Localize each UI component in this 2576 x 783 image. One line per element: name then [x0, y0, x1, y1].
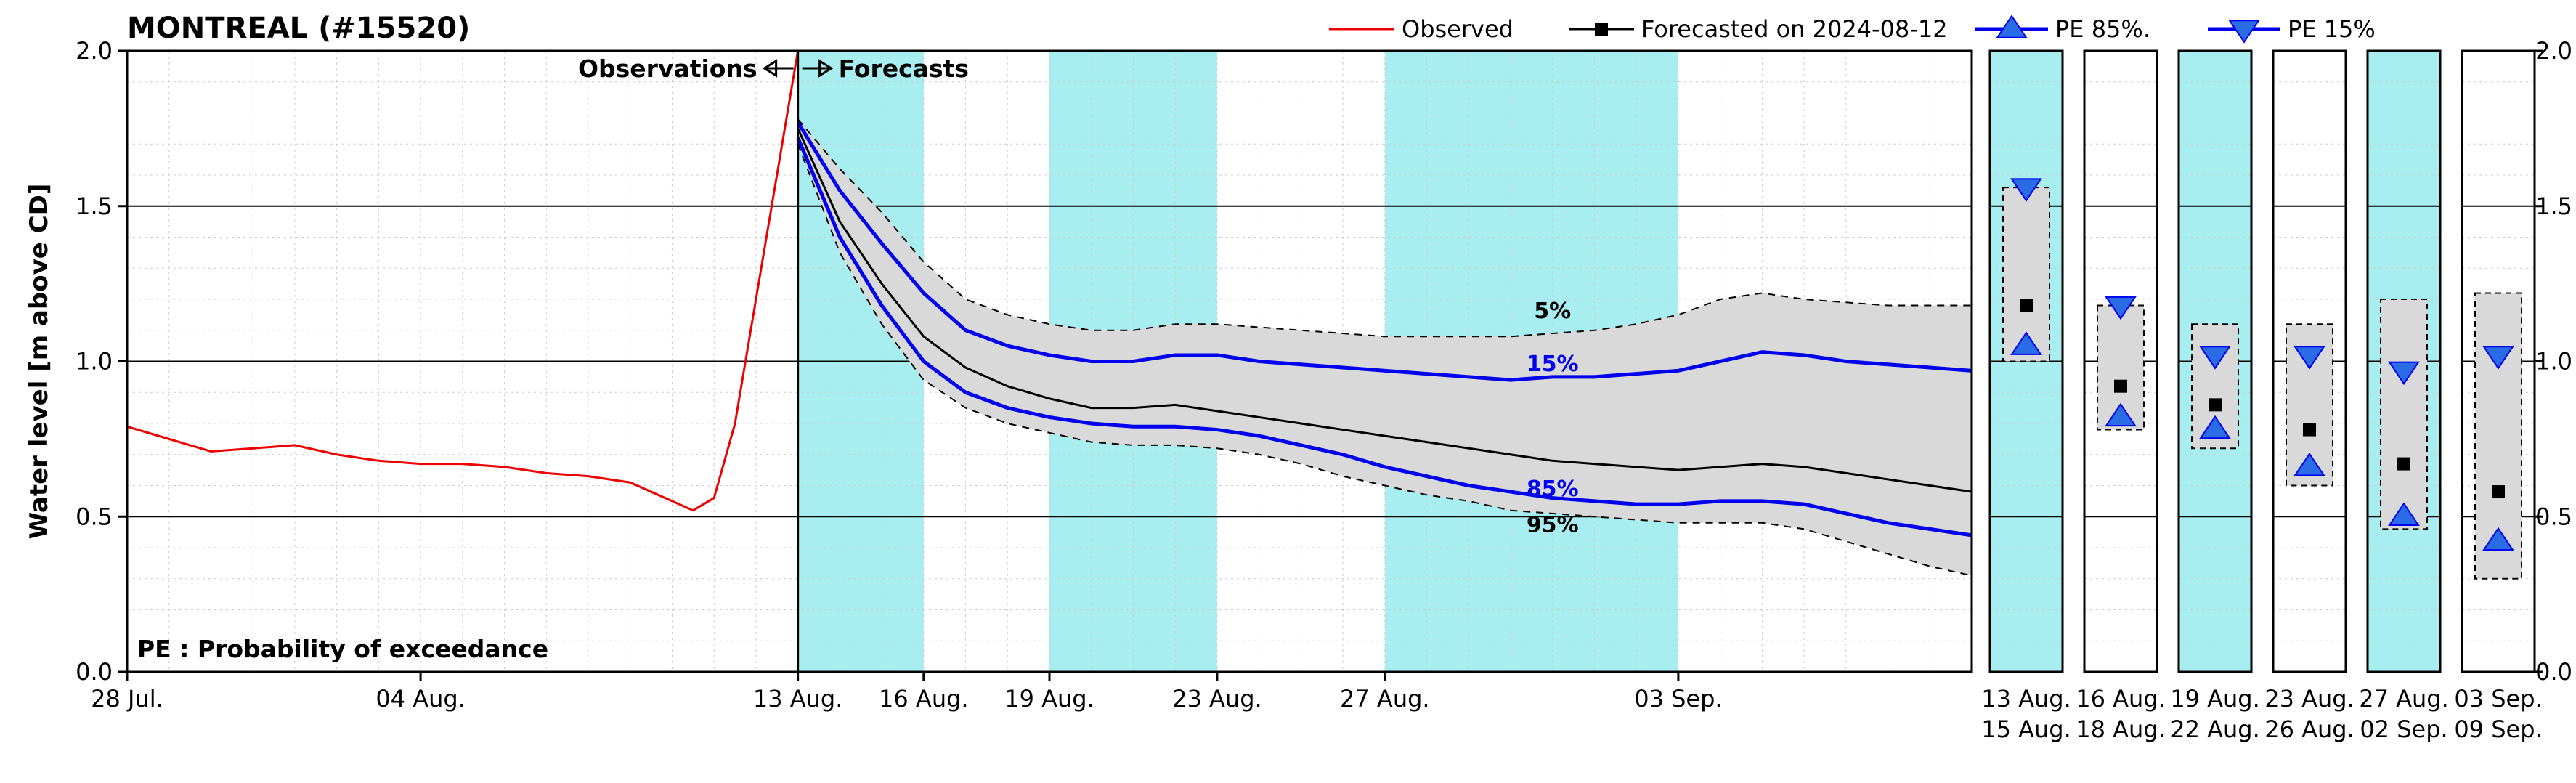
svg-text:09 Sep.: 09 Sep. — [2454, 715, 2542, 743]
svg-text:15%: 15% — [1527, 352, 1579, 377]
y-axis-label: Water level [m above CD] — [25, 184, 54, 540]
legend-observed: Observed — [1402, 15, 1513, 43]
legend-pe85: PE 85%. — [2055, 15, 2150, 43]
svg-text:0.5: 0.5 — [76, 503, 113, 530]
svg-text:2.0: 2.0 — [76, 37, 113, 65]
legend-pe15: PE 15% — [2288, 15, 2376, 43]
svg-text:23 Aug.: 23 Aug. — [1172, 685, 1262, 713]
svg-text:5%: 5% — [1534, 299, 1571, 324]
svg-text:13 Aug.: 13 Aug. — [1981, 685, 2071, 713]
small-plot-0: 13 Aug.15 Aug. — [1981, 51, 2071, 743]
small-plot-2: 19 Aug.22 Aug. — [2170, 51, 2260, 743]
small-plot-4: 27 Aug.02 Sep. — [2359, 51, 2449, 743]
svg-text:19 Aug.: 19 Aug. — [2170, 685, 2260, 713]
svg-text:13 Aug.: 13 Aug. — [753, 685, 843, 713]
legend-forecasted: Forecasted on 2024-08-12 — [1641, 15, 1948, 43]
svg-text:1.5: 1.5 — [76, 192, 113, 220]
svg-text:16 Aug.: 16 Aug. — [2076, 685, 2166, 713]
svg-text:02 Sep.: 02 Sep. — [2360, 715, 2447, 743]
svg-text:28 Jul.: 28 Jul. — [91, 685, 163, 713]
svg-text:15 Aug.: 15 Aug. — [1981, 715, 2071, 743]
svg-text:22 Aug.: 22 Aug. — [2170, 715, 2260, 743]
svg-text:27 Aug.: 27 Aug. — [1340, 685, 1430, 713]
svg-text:03 Sep.: 03 Sep. — [1634, 685, 1722, 713]
anno-observations: Observations — [578, 54, 757, 83]
chart-container: MONTREAL (#15520) Observed Forecasted on 2… — [0, 0, 2576, 783]
svg-text:27 Aug.: 27 Aug. — [2359, 685, 2449, 713]
svg-text:18 Aug.: 18 Aug. — [2076, 715, 2166, 743]
svg-text:19 Aug.: 19 Aug. — [1004, 685, 1094, 713]
svg-text:95%: 95% — [1527, 513, 1579, 538]
svg-text:16 Aug.: 16 Aug. — [879, 685, 969, 713]
note-pe: PE : Probability of exceedance — [137, 635, 548, 663]
anno-forecasts: Forecasts — [839, 54, 969, 83]
chart-title: MONTREAL (#15520) — [127, 12, 470, 45]
svg-text:0.0: 0.0 — [76, 658, 113, 686]
svg-text:23 Aug.: 23 Aug. — [2264, 685, 2354, 713]
svg-text:04 Aug.: 04 Aug. — [375, 685, 466, 713]
svg-text:85%: 85% — [1527, 476, 1579, 502]
svg-text:26 Aug.: 26 Aug. — [2264, 715, 2354, 743]
svg-text:1.0: 1.0 — [76, 348, 113, 376]
svg-text:03 Sep.: 03 Sep. — [2454, 685, 2542, 713]
